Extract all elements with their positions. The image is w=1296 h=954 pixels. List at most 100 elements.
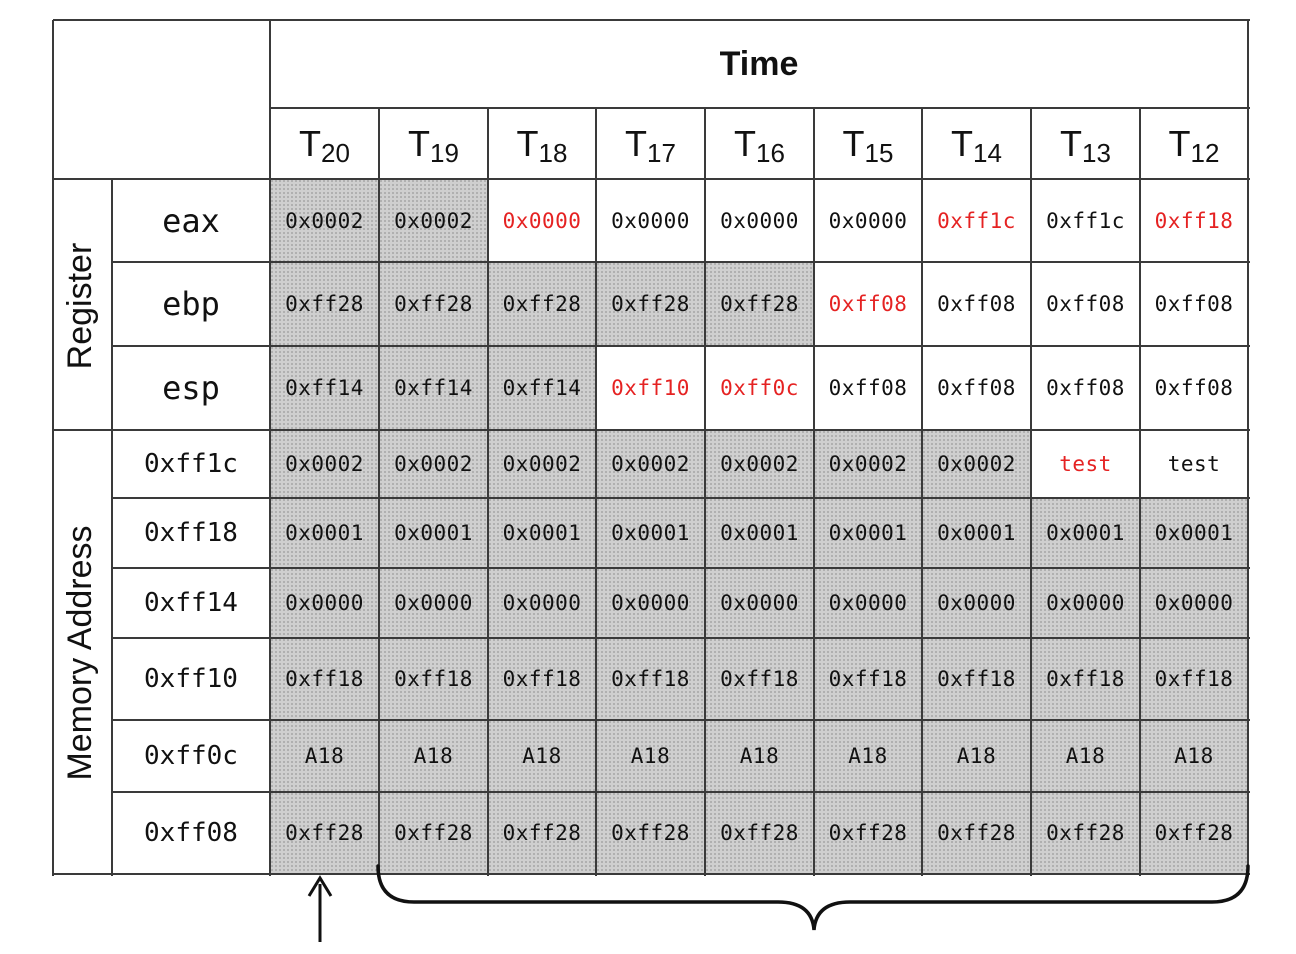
value-cell: 0xff18 [814, 638, 922, 720]
value-cell: A18 [488, 720, 596, 792]
value-cell: 0xff08 [1046, 376, 1125, 400]
vertical-rule [813, 108, 815, 876]
value-cell: 0x0000 [814, 568, 922, 638]
time-step-number: 20 [321, 138, 350, 168]
time-step-number: 19 [430, 138, 459, 168]
value-cell: 0x0000 [488, 568, 596, 638]
value-cell: 0xff08 [937, 292, 1016, 316]
time-step-header: T 19 [379, 108, 488, 179]
vertical-rule [1030, 108, 1032, 876]
value-cell: 0xff28 [705, 792, 814, 874]
value-cell: 0xff18 [1154, 208, 1234, 233]
value-cell: 0xff28 [488, 262, 596, 346]
memory-address: 0xff08 [144, 818, 238, 848]
memory-address: 0xff0c [144, 741, 238, 771]
memory-section-label: Memory Address [60, 525, 99, 781]
value-cell: test [1059, 452, 1112, 476]
vertical-rule [595, 108, 597, 876]
horizontal-rule [112, 637, 1250, 639]
value-cell: 0xff18 [596, 638, 705, 720]
value-cell: 0xff10 [611, 376, 690, 400]
value-cell: 0xff28 [379, 792, 488, 874]
value-cell: 0x0000 [705, 568, 814, 638]
value-cell: A18 [596, 720, 705, 792]
value-cell: 0x0000 [720, 208, 799, 233]
value-cell: 0x0002 [379, 179, 488, 262]
time-step-letter: T [625, 122, 648, 164]
value-cell: 0xff08 [1046, 292, 1125, 316]
time-step-number: 14 [973, 138, 1002, 168]
value-cell: 0x0002 [379, 430, 488, 498]
value-cell: 0x0000 [828, 208, 908, 233]
value-cell: 0xff1c [1046, 208, 1125, 233]
value-cell: 0xff28 [1031, 792, 1140, 874]
value-cell: 0xff08 [1154, 292, 1234, 316]
value-cell: 0xff28 [488, 792, 596, 874]
vertical-rule [704, 108, 706, 876]
value-cell: 0xff08 [828, 292, 908, 316]
vertical-rule [378, 108, 380, 876]
register-name: eax [162, 201, 220, 240]
value-cell: 0x0002 [814, 430, 922, 498]
value-cell: 0xff18 [270, 638, 379, 720]
value-cell: A18 [705, 720, 814, 792]
horizontal-rule [112, 719, 1250, 721]
time-step-header: T 20 [270, 108, 379, 179]
vertical-rule [487, 108, 489, 876]
memory-address: 0xff14 [144, 588, 238, 618]
value-cell: A18 [1031, 720, 1140, 792]
memory-address: 0xff1c [144, 449, 238, 479]
time-step-header: T 17 [596, 108, 705, 179]
time-step-number: 12 [1190, 138, 1220, 168]
value-cell: A18 [922, 720, 1031, 792]
value-cell: 0xff0c [720, 376, 799, 400]
horizontal-rule [53, 178, 1250, 180]
value-cell: test [1167, 452, 1221, 476]
time-step-letter: T [299, 122, 322, 164]
value-cell: 0xff18 [488, 638, 596, 720]
time-step-letter: T [951, 122, 974, 164]
value-cell: 0xff08 [937, 376, 1016, 400]
value-cell: 0x0000 [596, 568, 705, 638]
memory-address: 0xff18 [144, 518, 238, 548]
vertical-rule [1139, 108, 1141, 876]
horizontal-rule [270, 107, 1250, 109]
value-cell: 0xff14 [488, 346, 596, 430]
value-cell: 0xff14 [270, 346, 379, 430]
value-cell: 0x0002 [270, 430, 379, 498]
value-cell: 0xff1c [937, 208, 1016, 233]
value-cell: 0x0002 [922, 430, 1031, 498]
time-step-header: T 15 [814, 108, 922, 179]
value-cell: 0xff18 [922, 638, 1031, 720]
time-header: Time [719, 44, 799, 83]
value-cell: 0x0002 [705, 430, 814, 498]
table-border-bottom [53, 873, 1250, 875]
value-cell: 0xff28 [379, 262, 488, 346]
value-cell: 0x0001 [488, 498, 596, 568]
table-border-left [52, 20, 54, 876]
time-step-number: 18 [538, 138, 568, 168]
value-cell: 0xff28 [705, 262, 814, 346]
value-cell: 0x0000 [379, 568, 488, 638]
register-section-label: Register [60, 242, 99, 370]
value-cell: 0xff18 [379, 638, 488, 720]
time-step-letter: T [516, 122, 539, 164]
time-step-letter: T [842, 122, 865, 164]
value-cell: 0x0001 [596, 498, 705, 568]
time-step-letter: T [734, 122, 757, 164]
time-step-header: T 14 [922, 108, 1031, 179]
value-cell: 0x0000 [922, 568, 1031, 638]
value-cell: 0xff28 [596, 262, 705, 346]
time-step-number: 15 [864, 138, 894, 168]
value-cell: 0xff18 [705, 638, 814, 720]
value-cell: 0x0001 [705, 498, 814, 568]
vertical-rule [111, 179, 113, 876]
value-cell: 0x0000 [1031, 568, 1140, 638]
value-cell: 0xff18 [1140, 638, 1248, 720]
value-cell: 0xff18 [1031, 638, 1140, 720]
value-cell: 0x0000 [1140, 568, 1248, 638]
horizontal-rule [112, 567, 1250, 569]
time-step-header: T 12 [1140, 108, 1248, 179]
time-step-letter: T [1168, 122, 1191, 164]
